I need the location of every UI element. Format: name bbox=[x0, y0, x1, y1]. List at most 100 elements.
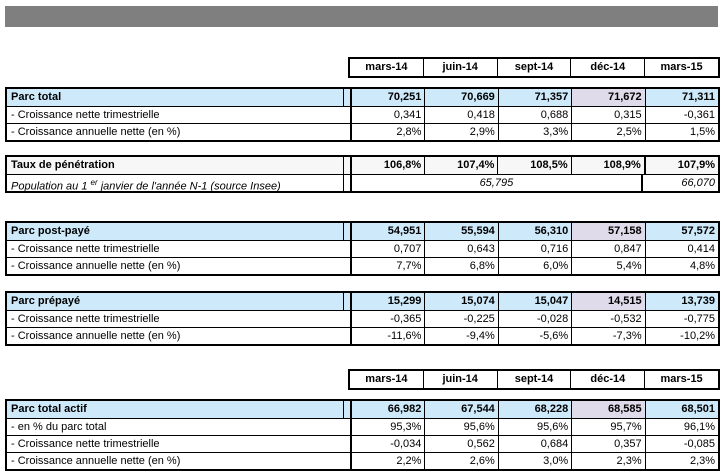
data-cell: 70,669 bbox=[424, 89, 498, 106]
row-label: Parc total actif bbox=[7, 401, 343, 418]
spacer-cell bbox=[343, 328, 350, 344]
spacer-cell bbox=[343, 107, 350, 123]
row-label: - Croissance nette trimestrielle bbox=[11, 313, 160, 325]
data-cell: 6,0% bbox=[497, 258, 571, 274]
row-label: - Croissance annuelle nette (en %) bbox=[11, 455, 181, 467]
data-cell: 66,070 bbox=[640, 175, 718, 191]
data-cell: 2,5% bbox=[571, 124, 644, 140]
data-cell: -0,775 bbox=[644, 311, 718, 327]
data-cell: 0,357 bbox=[571, 436, 644, 452]
data-cell: 71,357 bbox=[497, 89, 572, 106]
data-cell: 0,847 bbox=[571, 241, 644, 257]
data-cell: -0,085 bbox=[644, 436, 718, 452]
column-header-dec14: déc-14 bbox=[570, 371, 644, 388]
table-row-parc-prepaye: Parc prépayé 15,299 15,074 15,047 14,515… bbox=[7, 293, 719, 310]
data-cell-highlight-dec14: 71,672 bbox=[571, 89, 645, 106]
data-cell: -0,028 bbox=[497, 311, 571, 327]
data-cell: 2,6% bbox=[424, 453, 497, 469]
data-cell: 0,414 bbox=[644, 241, 718, 257]
table-parc-total-actif: Parc total actif 66,982 67,544 68,228 68… bbox=[5, 399, 720, 471]
data-cell: 0,315 bbox=[571, 107, 644, 123]
data-cell-highlight-dec14: 68,585 bbox=[571, 401, 645, 418]
data-cell: 15,047 bbox=[497, 293, 572, 310]
column-header-sept14: sept-14 bbox=[496, 59, 571, 76]
spacer-cell bbox=[343, 223, 350, 240]
data-cell: -10,2% bbox=[644, 328, 718, 344]
data-cell: 0,688 bbox=[497, 107, 571, 123]
column-header-juin14: juin-14 bbox=[422, 59, 497, 76]
data-cell-highlight-dec14: 14,515 bbox=[571, 293, 645, 310]
row-label: - Croissance annuelle nette (en %) bbox=[11, 330, 181, 342]
data-cell: 108,5% bbox=[497, 157, 571, 174]
row-label: Parc prépayé bbox=[7, 293, 343, 310]
data-cell: 0,716 bbox=[497, 241, 571, 257]
population-label-prefix: Population au 1 bbox=[11, 180, 91, 191]
row-label: Taux de pénétration bbox=[7, 157, 343, 174]
column-header-sept14: sept-14 bbox=[496, 371, 571, 388]
data-cell: 2,3% bbox=[644, 453, 718, 469]
data-cell: 0,684 bbox=[497, 436, 571, 452]
data-cell: 107,9% bbox=[643, 157, 719, 174]
column-header-row-bottom: mars-14 juin-14 sept-14 déc-14 mars-15 bbox=[348, 369, 720, 390]
spacer-cell bbox=[343, 124, 350, 140]
data-cell: 5,4% bbox=[571, 258, 644, 274]
row-label: Parc post-payé bbox=[7, 223, 343, 240]
row-label: - Croissance annuelle nette (en %) bbox=[11, 126, 181, 138]
spacer-cell bbox=[343, 175, 350, 191]
column-header-row-top: mars-14 juin-14 sept-14 déc-14 mars-15 bbox=[348, 57, 720, 78]
data-cell: 13,739 bbox=[644, 293, 719, 310]
table-taux-penetration: Taux de pénétration 106,8% 107,4% 108,5%… bbox=[5, 155, 720, 193]
data-cell: 6,8% bbox=[424, 258, 497, 274]
table-parc-total: Parc total 70,251 70,669 71,357 71,672 7… bbox=[5, 87, 720, 142]
data-cell: 95,6% bbox=[497, 419, 571, 435]
row-label: - Croissance annuelle nette (en %) bbox=[11, 260, 181, 272]
table-row-pct-parc-total: - en % du parc total 95,3% 95,6% 95,6% 9… bbox=[7, 418, 718, 435]
row-label: - Croissance nette trimestrielle bbox=[11, 438, 160, 450]
spacer-cell bbox=[343, 436, 350, 452]
data-cell: 57,572 bbox=[644, 223, 719, 240]
data-cell: 0,707 bbox=[350, 241, 424, 257]
table-row-croissance-trimestrielle: - Croissance nette trimestrielle -0,034 … bbox=[7, 435, 718, 452]
data-cell: 54,951 bbox=[350, 223, 425, 240]
data-cell: 66,982 bbox=[350, 401, 425, 418]
data-cell-span: 65,795 bbox=[350, 175, 641, 191]
spacer-cell bbox=[343, 293, 350, 310]
data-cell: 70,251 bbox=[350, 89, 425, 106]
row-label: Population au 1 er janvier de l'année N-… bbox=[7, 175, 343, 191]
data-cell: -9,4% bbox=[424, 328, 497, 344]
data-cell: 68,501 bbox=[644, 401, 719, 418]
spacer-cell bbox=[343, 89, 350, 106]
data-cell: 55,594 bbox=[424, 223, 498, 240]
row-label: - Croissance nette trimestrielle bbox=[11, 109, 160, 121]
data-cell: 2,3% bbox=[571, 453, 644, 469]
table-parc-prepaye: Parc prépayé 15,299 15,074 15,047 14,515… bbox=[5, 291, 720, 346]
data-cell: 0,562 bbox=[424, 436, 497, 452]
data-cell: 96,1% bbox=[644, 419, 718, 435]
spacer-cell bbox=[343, 453, 350, 469]
table-row-croissance-annuelle: - Croissance annuelle nette (en %) 2,2% … bbox=[7, 452, 718, 469]
data-cell: 2,8% bbox=[350, 124, 424, 140]
column-header-mars14: mars-14 bbox=[365, 373, 408, 385]
data-cell: 106,8% bbox=[350, 157, 425, 174]
row-label: - en % du parc total bbox=[11, 421, 107, 433]
column-header-mars14: mars-14 bbox=[365, 61, 408, 73]
data-cell: 4,8% bbox=[644, 258, 718, 274]
data-cell: -7,3% bbox=[571, 328, 644, 344]
row-label: Parc total bbox=[7, 89, 343, 106]
table-row-croissance-trimestrielle: - Croissance nette trimestrielle 0,341 0… bbox=[7, 106, 718, 123]
data-cell: 108,9% bbox=[570, 157, 644, 174]
data-cell: 7,7% bbox=[350, 258, 424, 274]
column-header-juin14: juin-14 bbox=[422, 371, 497, 388]
table-row-croissance-trimestrielle: - Croissance nette trimestrielle 0,707 0… bbox=[7, 240, 718, 257]
data-cell: -0,365 bbox=[350, 311, 424, 327]
spacer-cell bbox=[343, 258, 350, 274]
data-cell: 56,310 bbox=[497, 223, 572, 240]
data-cell: 71,311 bbox=[644, 89, 719, 106]
row-label: - Croissance nette trimestrielle bbox=[11, 243, 160, 255]
column-header-mars15: mars-15 bbox=[644, 371, 718, 388]
spacer-cell bbox=[343, 157, 350, 174]
section-title: I - TABLEAU DE BORD NATIONAL - Décomposi… bbox=[17, 31, 467, 43]
data-cell: 1,5% bbox=[644, 124, 718, 140]
table-row-croissance-annuelle: - Croissance annuelle nette (en %) -11,6… bbox=[7, 327, 718, 344]
table-row-taux: Taux de pénétration 106,8% 107,4% 108,5%… bbox=[7, 157, 719, 174]
